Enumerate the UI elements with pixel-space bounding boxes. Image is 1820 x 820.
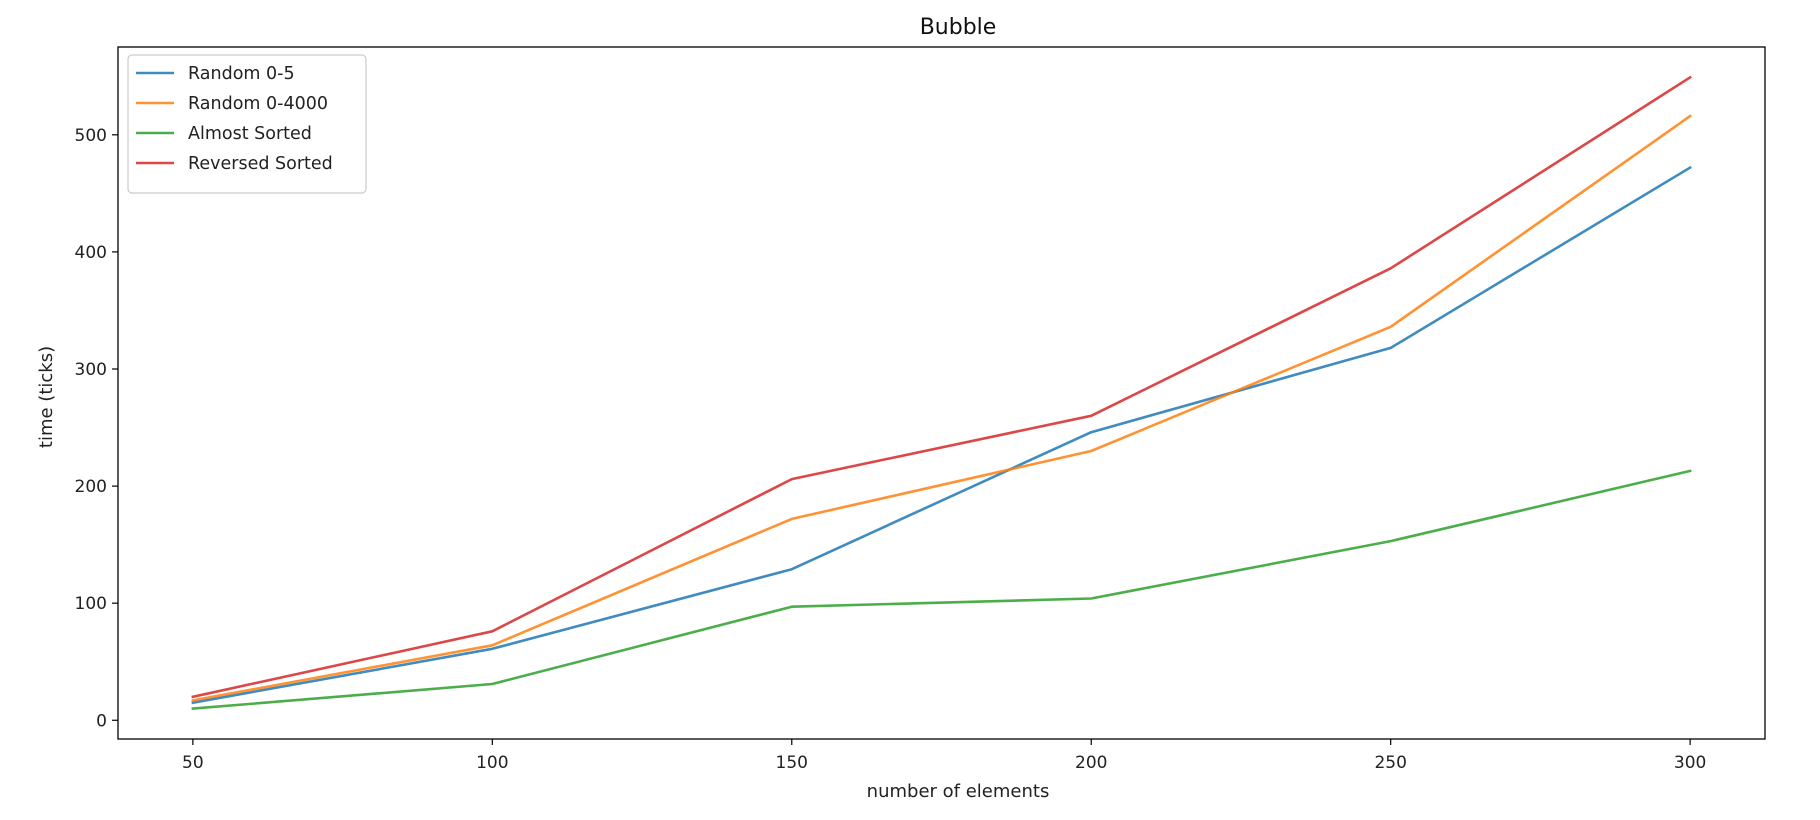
chart-title: Bubble bbox=[920, 15, 997, 40]
series-line-random-0-5 bbox=[191, 165, 1692, 705]
legend-label: Reversed Sorted bbox=[188, 154, 333, 174]
y-tick-label: 500 bbox=[75, 126, 107, 146]
legend: Random 0-5 Random 0-4000 Almost Sorted Reve… bbox=[127, 54, 367, 194]
legend-label: Random 0-5 bbox=[188, 64, 295, 84]
x-tick-label: 50 bbox=[182, 753, 204, 773]
series-line-reversed-sorted bbox=[191, 75, 1692, 699]
x-tick-label: 300 bbox=[1674, 753, 1706, 773]
y-tick-label: 0 bbox=[96, 711, 107, 731]
y-tick-label: 100 bbox=[75, 594, 107, 614]
y-axis-title: time (ticks) bbox=[36, 346, 57, 448]
x-axis: 50 100 150 200 250 300 bbox=[182, 739, 1706, 773]
legend-label: Random 0-4000 bbox=[188, 94, 328, 114]
series-line-random-0-4000 bbox=[191, 114, 1692, 702]
x-tick-label: 100 bbox=[476, 753, 508, 773]
x-tick-label: 250 bbox=[1374, 753, 1406, 773]
legend-label: Almost Sorted bbox=[188, 124, 312, 144]
x-tick-label: 150 bbox=[776, 753, 808, 773]
x-tick-label: 200 bbox=[1075, 753, 1107, 773]
y-tick-label: 400 bbox=[75, 243, 107, 263]
x-axis-title: number of elements bbox=[867, 781, 1050, 802]
legend-box bbox=[127, 54, 367, 194]
plot-frame bbox=[117, 46, 1766, 740]
y-tick-label: 200 bbox=[75, 477, 107, 497]
plot-area bbox=[191, 75, 1692, 711]
y-axis: 0 100 200 300 400 500 bbox=[75, 126, 118, 731]
y-tick-label: 300 bbox=[75, 360, 107, 380]
series-line-almost-sorted bbox=[191, 469, 1692, 711]
